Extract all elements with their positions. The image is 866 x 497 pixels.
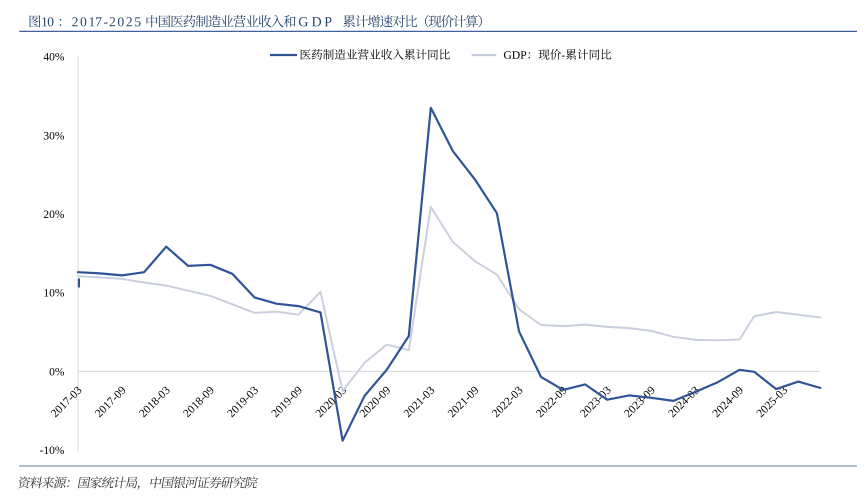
- svg-text:20%: 20%: [43, 209, 65, 221]
- svg-text:30%: 30%: [43, 130, 65, 142]
- svg-text:0%: 0%: [49, 366, 65, 378]
- svg-text:10%: 10%: [43, 288, 65, 300]
- svg-text:40%: 40%: [43, 52, 65, 64]
- svg-text:-10%: -10%: [40, 445, 65, 457]
